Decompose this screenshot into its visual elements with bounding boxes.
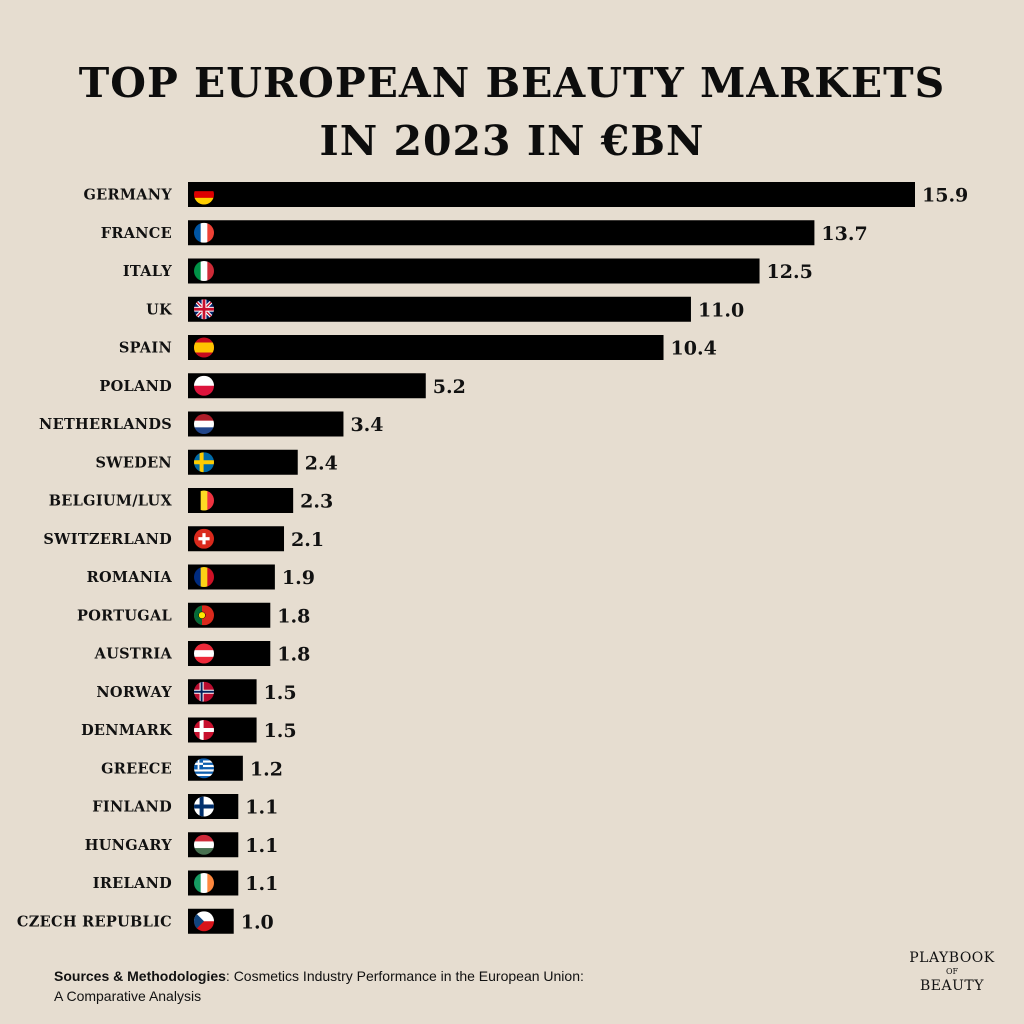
bar-row: SWEDEN 2.4	[96, 449, 338, 475]
value-label: 1.2	[250, 758, 283, 780]
bar-row: HUNGARY 1.1	[85, 832, 278, 858]
category-label: GERMANY	[84, 187, 173, 204]
bar	[188, 335, 664, 360]
bar-row: POLAND 5.2	[99, 373, 466, 399]
category-label: IRELAND	[93, 875, 172, 892]
category-label: GREECE	[101, 760, 172, 777]
logo-top: PLAYBOOK	[909, 950, 995, 966]
poland-flag-icon	[194, 375, 214, 396]
category-label: NETHERLANDS	[39, 416, 172, 433]
bar-row: BELGIUM/LUX 2.3	[49, 488, 333, 513]
category-label: AUSTRIA	[94, 646, 173, 663]
value-label: 2.1	[291, 529, 324, 551]
bar-row: GERMANY 15.9	[84, 182, 968, 207]
bar-row: ITALY 12.5	[123, 258, 813, 284]
value-label: 1.1	[245, 873, 278, 895]
value-label: 1.9	[282, 567, 315, 589]
bar-row: PORTUGAL 1.8	[77, 602, 310, 628]
czech-flag-icon	[194, 911, 214, 932]
source-note: Sources & Methodologies: Cosmetics Indus…	[54, 966, 584, 1006]
bar-row: ROMANIA 1.9	[87, 564, 315, 590]
category-label: HUNGARY	[85, 837, 173, 854]
category-label: ITALY	[123, 263, 172, 280]
bar	[188, 220, 815, 246]
category-label: ROMANIA	[87, 569, 173, 586]
bar-row: DENMARK 1.5	[81, 717, 297, 743]
source-label: Sources & Methodologies	[54, 968, 226, 984]
sweden-flag-icon	[194, 452, 214, 473]
austria-flag-icon	[194, 643, 214, 664]
italy-flag-icon	[194, 261, 214, 281]
category-label: SWITZERLAND	[43, 531, 172, 548]
value-label: 1.5	[264, 682, 297, 704]
category-label: UK	[146, 301, 173, 318]
value-label: 12.5	[767, 261, 813, 283]
value-label: 1.8	[277, 644, 310, 666]
ireland-flag-icon	[194, 873, 214, 893]
bar-row: SPAIN 10.4	[119, 335, 717, 360]
category-label: SPAIN	[119, 340, 172, 357]
value-label: 11.0	[698, 299, 744, 321]
hungary-flag-icon	[194, 834, 214, 855]
value-label: 2.3	[300, 491, 333, 513]
uk-flag-icon	[194, 299, 214, 320]
category-label: FRANCE	[101, 225, 172, 242]
bar-row: SWITZERLAND 2.1	[43, 526, 324, 552]
bar	[188, 258, 760, 284]
bar-row: AUSTRIA 1.8	[94, 641, 310, 666]
chart-title-line-1: TOP EUROPEAN BEAUTY MARKETS	[78, 59, 946, 107]
bar	[188, 373, 426, 399]
value-label: 1.8	[277, 605, 310, 627]
value-label: 1.0	[241, 911, 274, 933]
denmark-flag-icon	[194, 720, 214, 740]
spain-flag-icon	[194, 337, 214, 358]
category-label: DENMARK	[81, 722, 173, 739]
finland-flag-icon	[194, 796, 214, 817]
romania-flag-icon	[194, 567, 214, 587]
value-label: 13.7	[821, 223, 867, 245]
bar-row: NETHERLANDS 3.4	[39, 411, 384, 437]
switzerland-flag-icon	[194, 528, 214, 549]
category-label: NORWAY	[96, 684, 172, 701]
chart-title: TOP EUROPEAN BEAUTY MARKETS IN 2023 IN €…	[0, 54, 1024, 170]
category-label: FINLAND	[92, 799, 172, 816]
bar-row: CZECH REPUBLIC 1.0	[17, 908, 274, 934]
logo-middle: OF	[945, 967, 959, 976]
bar-row: IRELAND 1.1	[93, 870, 278, 896]
value-label: 3.4	[350, 414, 383, 436]
belgium-flag-icon	[194, 490, 214, 511]
bar-row: FINLAND 1.1	[92, 794, 278, 819]
bar	[188, 182, 915, 207]
value-label: 1.1	[245, 835, 278, 857]
netherlands-flag-icon	[194, 414, 214, 434]
value-label: 5.2	[433, 376, 466, 398]
bar-row: UK 11.0	[146, 296, 744, 322]
playbook-of-beauty-logo: PLAYBOOK OF BEAUTY	[896, 950, 1008, 994]
category-label: CZECH REPUBLIC	[17, 913, 172, 930]
value-label: 1.5	[264, 720, 297, 742]
value-label: 15.9	[922, 185, 968, 207]
category-label: PORTUGAL	[77, 607, 172, 624]
bar	[188, 296, 691, 322]
greece-flag-icon	[194, 758, 214, 779]
category-label: BELGIUM/LUX	[49, 493, 173, 510]
logo-bottom: BEAUTY	[920, 978, 984, 994]
chart-title-line-2: IN 2023 IN €BN	[319, 117, 705, 165]
source-text-line-1: : Cosmetics Industry Performance in the …	[225, 968, 584, 984]
category-label: POLAND	[99, 378, 172, 395]
portugal-flag-icon	[194, 605, 214, 626]
bar-row: NORWAY 1.5	[96, 679, 297, 705]
value-label: 1.1	[245, 797, 278, 819]
germany-flag-icon	[194, 184, 214, 205]
france-flag-icon	[194, 222, 214, 243]
source-text-line-2: A Comparative Analysis	[54, 988, 202, 1004]
bar-row: FRANCE 13.7	[101, 220, 868, 246]
value-label: 2.4	[305, 452, 338, 474]
category-label: SWEDEN	[96, 454, 173, 471]
bar-row: GREECE 1.2	[101, 755, 283, 781]
value-label: 10.4	[671, 338, 717, 360]
norway-flag-icon	[194, 681, 214, 702]
